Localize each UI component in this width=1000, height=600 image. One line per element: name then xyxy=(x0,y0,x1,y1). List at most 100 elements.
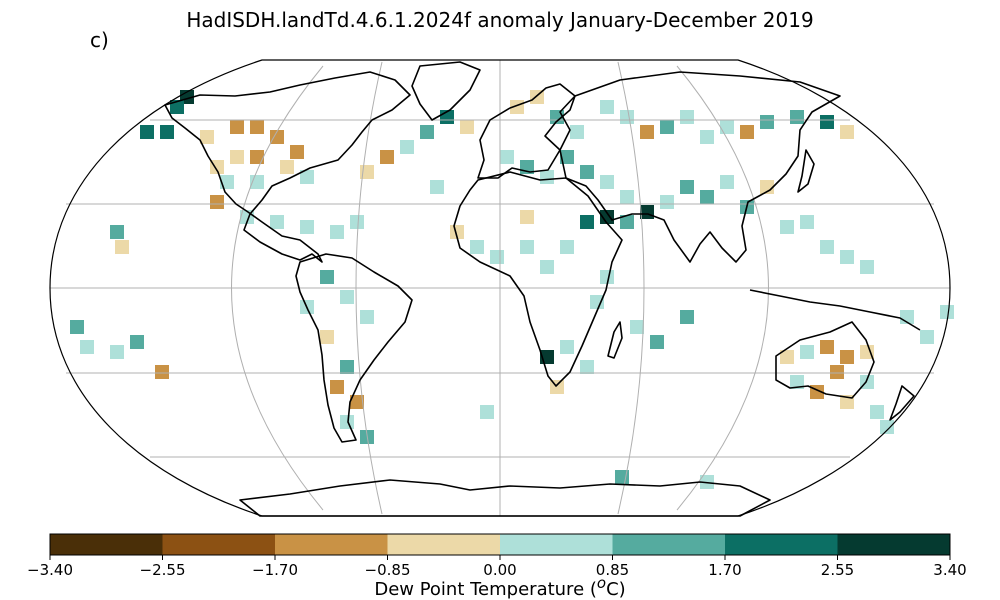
coast-europe xyxy=(477,83,576,179)
anomaly-cell xyxy=(560,340,574,354)
colorbar-tick-label: −2.55 xyxy=(140,561,186,579)
anomaly-cell xyxy=(600,210,614,224)
colorbar-swatch xyxy=(162,534,276,555)
anomaly-cell xyxy=(270,130,284,144)
colorbar-swatch xyxy=(275,534,388,555)
anomaly-cell xyxy=(230,150,244,164)
anomaly-cell xyxy=(630,320,644,334)
anomaly-cell xyxy=(620,215,634,229)
anomaly-cell xyxy=(600,175,614,189)
coast-indonesia xyxy=(749,289,921,331)
colorbar-tick-label: −0.85 xyxy=(365,561,411,579)
anomaly-cell xyxy=(680,180,694,194)
anomaly-cell xyxy=(320,330,334,344)
anomaly-cell xyxy=(820,340,834,354)
colorbar-tick-label: −3.40 xyxy=(27,561,73,579)
colorbar-label-superscript: o xyxy=(596,574,607,592)
colorbar-swatches xyxy=(50,534,951,555)
anomaly-cell xyxy=(480,405,494,419)
anomaly-cell xyxy=(460,120,474,134)
colorbar-label: Dew Point Temperature (oC) xyxy=(0,574,1000,600)
coast-madagascar xyxy=(607,321,623,359)
anomaly-cell xyxy=(860,345,874,359)
anomaly-cell xyxy=(300,220,314,234)
anomaly-cell xyxy=(155,365,169,379)
anomaly-cell xyxy=(580,165,594,179)
anomaly-cell xyxy=(200,130,214,144)
anomaly-cell xyxy=(830,365,844,379)
colorbar-swatch xyxy=(725,534,838,555)
anomaly-cell xyxy=(500,150,514,164)
graticule xyxy=(50,60,950,516)
colorbar-ticks: −3.40 −2.55 −1.70 −0.85 0.00 0.85 1.70 2.55 3.40 xyxy=(27,555,967,579)
anomaly-cell xyxy=(130,335,144,349)
coastlines xyxy=(164,61,921,517)
anomaly-cell xyxy=(330,225,344,239)
anomaly-cell xyxy=(210,195,224,209)
anomaly-cell xyxy=(540,260,554,274)
anomaly-cell xyxy=(400,140,414,154)
anomaly-cell xyxy=(720,175,734,189)
anomaly-cell xyxy=(290,145,304,159)
coast-new-zealand xyxy=(889,385,915,421)
coast-africa xyxy=(453,171,623,387)
colorbar-tick-label: 0.85 xyxy=(596,561,629,579)
anomaly-cell xyxy=(940,305,954,319)
anomaly-cell xyxy=(580,215,594,229)
coast-japan xyxy=(797,149,815,193)
anomaly-cell xyxy=(660,195,674,209)
anomaly-cell xyxy=(560,240,574,254)
anomaly-cell xyxy=(380,150,394,164)
anomaly-cell xyxy=(700,190,714,204)
anomaly-cell xyxy=(160,125,174,139)
anomaly-cell xyxy=(350,395,364,409)
anomaly-cell xyxy=(720,120,734,134)
colorbar-swatch xyxy=(500,534,613,555)
anomaly-cell xyxy=(840,125,854,139)
anomaly-cell xyxy=(800,345,814,359)
colorbar-tick-label: −1.70 xyxy=(252,561,298,579)
anomaly-cell xyxy=(70,320,84,334)
colorbar-swatch xyxy=(50,534,163,555)
anomaly-cell xyxy=(920,330,934,344)
anomaly-cell xyxy=(110,225,124,239)
anomaly-cell xyxy=(590,295,604,309)
anomaly-cell xyxy=(280,160,294,174)
anomaly-grid-cells xyxy=(70,90,954,489)
anomaly-cell xyxy=(250,150,264,164)
colorbar-label-text: Dew Point Temperature ( xyxy=(374,579,597,600)
meridian-60e xyxy=(617,61,645,515)
colorbar-swatch xyxy=(612,534,726,555)
map-frame xyxy=(49,59,951,517)
anomaly-cell xyxy=(640,125,654,139)
anomaly-cell xyxy=(870,405,884,419)
anomaly-cell xyxy=(80,340,94,354)
anomaly-cell xyxy=(350,215,364,229)
anomaly-cell xyxy=(570,125,584,139)
anomaly-cell xyxy=(780,220,794,234)
anomaly-cell xyxy=(420,125,434,139)
coast-south-america xyxy=(295,253,413,443)
anomaly-cell xyxy=(470,240,484,254)
map-title: HadISDH.landTd.4.6.1.2024f anomaly Janua… xyxy=(186,8,814,32)
anomaly-cell xyxy=(520,240,534,254)
anomaly-cell xyxy=(340,360,354,374)
colorbar-tick-label: 2.55 xyxy=(821,561,854,579)
anomaly-cell xyxy=(340,290,354,304)
colorbar-tick-label: 1.70 xyxy=(708,561,741,579)
anomaly-cell xyxy=(620,190,634,204)
colorbar-label-unit: C) xyxy=(606,579,626,600)
anomaly-cell xyxy=(880,420,894,434)
meridian-120e xyxy=(676,65,769,511)
anomaly-cell xyxy=(840,350,854,364)
anomaly-cell xyxy=(250,120,264,134)
meridian-120w xyxy=(231,65,324,511)
anomaly-cell xyxy=(115,240,129,254)
anomaly-cell xyxy=(820,115,834,129)
anomaly-cell xyxy=(580,360,594,374)
anomaly-cell xyxy=(740,125,754,139)
anomaly-cell xyxy=(820,240,834,254)
coast-antarctica xyxy=(239,479,771,517)
